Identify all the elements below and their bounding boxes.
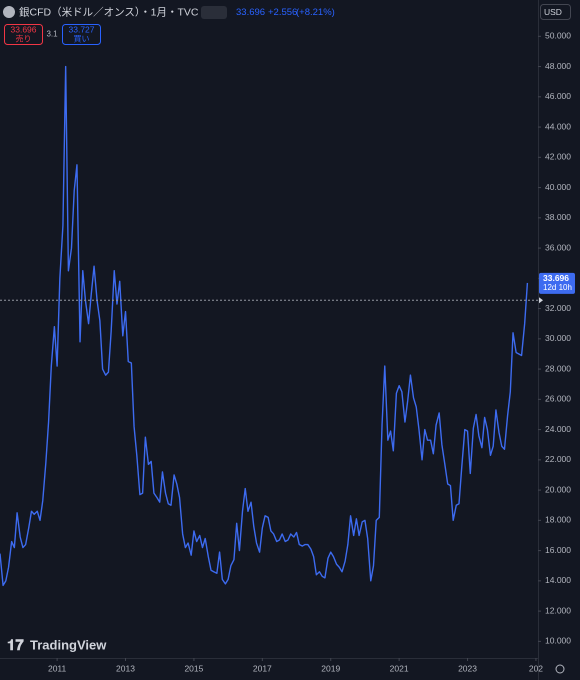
y-tick-label: 18.000 <box>545 515 571 525</box>
y-tick-label: 16.000 <box>545 545 571 555</box>
x-tick-label: 2013 <box>116 663 135 673</box>
price-line <box>0 65 529 587</box>
last-price: 33.696 <box>236 7 265 18</box>
y-tick-label: 44.000 <box>545 121 571 131</box>
y-tick-label: 22.000 <box>545 454 571 464</box>
x-tick-label: 2015 <box>184 663 203 673</box>
sell-label: 売り <box>16 34 32 44</box>
change-pct: (+8.21%) <box>296 7 335 18</box>
header: 銀CFD（米ドル／オンス）・1月・TVC 33.696 +2.556 (+8.2… <box>3 4 571 674</box>
y-tick-label: 24.000 <box>545 424 571 434</box>
y-tick-label: 12.000 <box>545 605 571 615</box>
y-tick-label: 10.000 <box>545 636 571 646</box>
y-tick-label: 42.000 <box>545 152 571 162</box>
brand-icon: 𝟏𝟕 <box>7 637 24 654</box>
y-tick-label: 40.000 <box>545 182 571 192</box>
y-tick-label: 46.000 <box>545 91 571 101</box>
y-tick-label: 14.000 <box>545 575 571 585</box>
y-tick-label: 30.000 <box>545 333 571 343</box>
price-tag <box>539 272 575 294</box>
toggle[interactable] <box>201 6 227 19</box>
x-tick-label: 2021 <box>390 663 409 673</box>
buy-label: 買い <box>74 35 90 44</box>
settings-icon[interactable] <box>555 664 565 674</box>
currency-button[interactable] <box>540 4 571 20</box>
sell-price: 33.696 <box>11 24 37 34</box>
y-tick-label: 50.000 <box>545 31 571 41</box>
close-arrow <box>539 297 543 304</box>
y-tick-label: 28.000 <box>545 363 571 373</box>
sell-button[interactable] <box>4 24 43 45</box>
currency: USD <box>544 7 562 17</box>
chart-title: 銀CFD（米ドル／オンス）・1月・TVC <box>19 5 199 18</box>
x-tick-label: 2011 <box>48 663 67 673</box>
symbol-icon <box>3 6 15 18</box>
buy-button[interactable] <box>62 24 101 45</box>
x-tick-label: 202 <box>529 663 543 673</box>
y-tick-label: 20.000 <box>545 484 571 494</box>
buy-price: 33.727 <box>69 24 95 34</box>
brand: TradingView <box>30 637 107 652</box>
y-tick-label: 36.000 <box>545 242 571 252</box>
x-tick-label: 2019 <box>321 663 340 673</box>
change: +2.556 <box>268 7 297 18</box>
y-tick-label: 38.000 <box>545 212 571 222</box>
y-tick-label: 32.000 <box>545 303 571 313</box>
spread: 3.1 <box>46 30 58 39</box>
countdown: 12d 10h <box>543 283 572 292</box>
x-tick-label: 2023 <box>458 663 477 673</box>
y-tick-label: 48.000 <box>545 61 571 71</box>
price-tag-value: 33.696 <box>543 273 569 283</box>
y-tick-label: 26.000 <box>545 394 571 404</box>
x-tick-label: 2017 <box>253 663 272 673</box>
